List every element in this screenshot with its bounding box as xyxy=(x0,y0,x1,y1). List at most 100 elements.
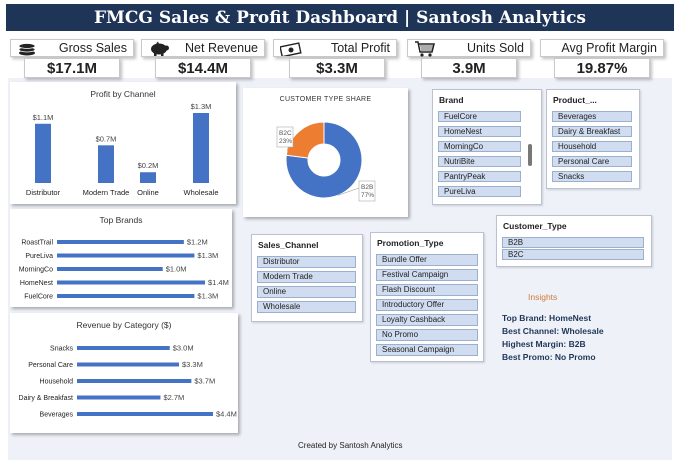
data-label: $1.3M xyxy=(197,251,218,260)
kpi-total-profit-label-text: Total Profit xyxy=(330,41,390,55)
customer-type-slicer-item[interactable]: B2C xyxy=(502,249,644,260)
product-slicer-item[interactable]: Household xyxy=(552,141,632,152)
data-label: $3.0M xyxy=(173,344,194,353)
promotion-type-slicer-item[interactable]: Loyalty Cashback xyxy=(376,314,478,326)
category-label: HomeNest xyxy=(20,280,53,287)
bar xyxy=(140,172,156,183)
category-label: Snacks xyxy=(50,346,73,353)
insight-best-channel: Best Channel: Wholesale xyxy=(502,326,604,336)
insight-highest-margin: Highest Margin: B2B xyxy=(502,339,586,349)
brand-slicer-scrollbar[interactable] xyxy=(528,144,532,166)
kpi-avg-profit-margin-label-text: Avg Profit Margin xyxy=(561,41,657,55)
sales-channel-slicer-item[interactable]: Modern Trade xyxy=(257,271,356,283)
category-label: MorningCo xyxy=(19,267,53,274)
product-slicer-item[interactable]: Snacks xyxy=(552,171,632,182)
sales-channel-slicer-item[interactable]: Online xyxy=(257,286,356,298)
sales-channel-slicer-title: Sales_Channel xyxy=(258,240,319,250)
brand-slicer: Brand FuelCore HomeNest MorningCo NutriB… xyxy=(432,89,542,205)
promotion-type-slicer-item[interactable]: No Promo xyxy=(376,329,478,341)
kpi-net-revenue-label: Net Revenue xyxy=(141,39,265,57)
bar xyxy=(77,395,161,400)
profit-by-channel-card: Profit by Channel $1.1M Distributor $0.7M M… xyxy=(10,82,236,204)
bar xyxy=(57,240,184,244)
category-label: Beverages xyxy=(40,412,74,419)
top-brands-title: Top Brands xyxy=(99,215,143,225)
customer-type-share-title: CUSTOMER TYPE SHARE xyxy=(279,96,372,103)
product-slicer-item[interactable]: Personal Care xyxy=(552,156,632,167)
bar xyxy=(77,362,179,367)
customer-type-slicer-item[interactable]: B2B xyxy=(502,237,644,248)
donut-slice-b2b xyxy=(285,121,363,199)
promotion-type-slicer-title: Promotion_Type xyxy=(377,238,444,248)
footer-credit: Created by Santosh Analytics xyxy=(298,441,403,450)
category-label: RoastTrail xyxy=(21,240,53,247)
category-label: PureLiva xyxy=(25,253,53,260)
data-label: $0.7M xyxy=(96,134,117,143)
kpi-avg-profit-margin-label: Avg Profit Margin xyxy=(540,39,664,57)
promotion-type-slicer-item[interactable]: Bundle Offer xyxy=(376,254,478,266)
bar xyxy=(77,412,213,416)
data-label: $3.3M xyxy=(182,360,203,369)
promotion-type-slicer: Promotion_Type Bundle Offer Festival Cam… xyxy=(370,232,484,362)
promotion-type-slicer-item[interactable]: Flash Discount xyxy=(376,284,478,296)
data-label: $2.7M xyxy=(163,393,184,402)
bar xyxy=(77,346,170,350)
revenue-by-category-title: Revenue by Category ($) xyxy=(76,320,172,330)
data-label: $4.4M xyxy=(216,410,237,419)
donut-label-name: B2B xyxy=(361,184,373,191)
insight-top-brand: Top Brand: HomeNest xyxy=(502,313,592,323)
sales-channel-slicer-item[interactable]: Distributor xyxy=(257,256,356,268)
product-slicer-item[interactable]: Beverages xyxy=(552,111,632,122)
brand-slicer-title: Brand xyxy=(439,95,464,105)
customer-type-slicer: Customer_Type B2B B2C xyxy=(496,215,652,267)
donut-label-name: B2C xyxy=(279,130,292,137)
data-label: $1.2M xyxy=(187,238,208,247)
profit-by-channel-title: Profit by Channel xyxy=(90,89,156,99)
bar xyxy=(57,267,163,271)
category-label: Dairy & Breakfast xyxy=(19,395,74,402)
data-label: $1.3M xyxy=(197,292,218,301)
promotion-type-slicer-item[interactable]: Festival Campaign xyxy=(376,269,478,281)
data-label: $1.3M xyxy=(191,102,212,111)
donut-label-box xyxy=(358,180,376,202)
sales-channel-slicer-item[interactable]: Wholesale xyxy=(257,301,356,313)
bar xyxy=(98,145,114,183)
promotion-type-slicer-item[interactable]: Seasonal Campaign xyxy=(376,344,478,356)
brand-slicer-item[interactable]: PantryPeak xyxy=(438,171,521,182)
donut-label-pct: 23% xyxy=(279,138,292,145)
donut-label-box xyxy=(276,126,294,148)
cash-icon xyxy=(279,41,302,59)
category-label: FuelCore xyxy=(24,294,53,301)
product-slicer: Product_... Beverages Dairy & Breakfast … xyxy=(546,89,640,189)
kpi-total-profit-label: Total Profit xyxy=(273,39,397,59)
brand-slicer-item[interactable]: MorningCo xyxy=(438,141,521,152)
category-label: Personal Care xyxy=(28,362,73,369)
product-slicer-item[interactable]: Dairy & Breakfast xyxy=(552,126,632,137)
kpi-units-sold-label-text: Units Sold xyxy=(467,41,524,55)
customer-type-slicer-title: Customer_Type xyxy=(503,221,567,231)
product-slicer-title: Product_... xyxy=(553,95,597,105)
data-label: $3.7M xyxy=(194,377,215,386)
kpi-net-revenue-value: $14.4M xyxy=(155,58,251,78)
data-label: $0.2M xyxy=(138,161,159,170)
kpi-avg-profit-margin-value: 19.87% xyxy=(554,58,650,78)
promotion-type-slicer-item[interactable]: Introductory Offer xyxy=(376,299,478,311)
bar xyxy=(57,294,195,298)
profit-by-channel-chart: $1.1M Distributor $0.7M Modern Trade $0.2M On… xyxy=(26,102,219,197)
cart-icon xyxy=(414,41,436,60)
revenue-by-category-chart: Snacks $3.0M Personal Care $3.3M Household $3… xyxy=(19,344,237,419)
piggy-bank-icon xyxy=(148,41,170,59)
revenue-by-category-card: Revenue by Category ($) Snacks $3.0M Perso… xyxy=(10,313,238,433)
brand-slicer-item[interactable]: FuelCore xyxy=(438,111,521,122)
data-label: $1.0M xyxy=(166,265,187,274)
bar xyxy=(57,280,205,285)
kpi-total-profit-value: $3.3M xyxy=(289,58,385,78)
kpi-gross-sales-label-text: Gross Sales xyxy=(58,41,127,55)
bar xyxy=(57,253,195,258)
category-label: Wholesale xyxy=(183,188,218,197)
insights-title: Insights xyxy=(528,292,558,302)
brand-slicer-item[interactable]: NutriBite xyxy=(438,156,521,167)
brand-slicer-item[interactable]: HomeNest xyxy=(438,126,521,137)
brand-slicer-item[interactable]: PureLiva xyxy=(438,186,521,197)
